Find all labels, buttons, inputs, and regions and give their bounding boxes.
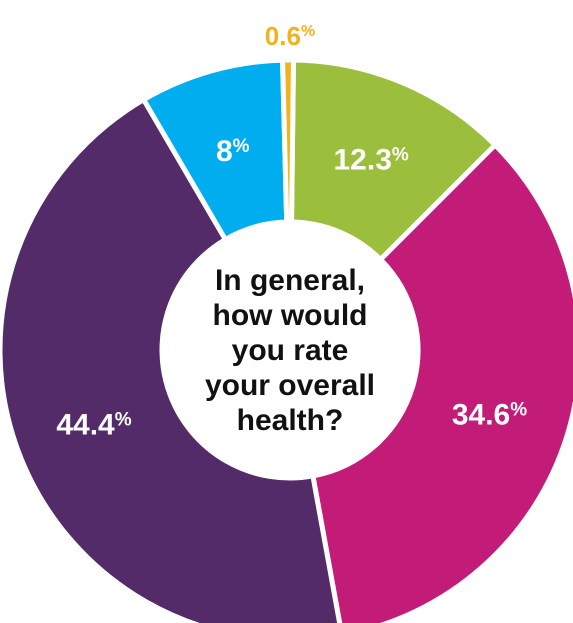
center-question: In general, how would you rate your overall… xyxy=(205,264,375,437)
slice-0-6 xyxy=(280,57,296,225)
slice-label-34-6: 34.6% xyxy=(452,398,527,431)
donut-hole xyxy=(162,222,418,478)
slice-unit: % xyxy=(392,144,409,165)
slice-label-8: 8% xyxy=(216,135,250,168)
slice-value: 12.3 xyxy=(334,143,392,176)
slice-label-12-3: 12.3% xyxy=(334,143,409,176)
slice-unit: % xyxy=(301,23,315,40)
slice-value: 34.6 xyxy=(452,398,510,431)
slice-unit: % xyxy=(233,136,250,157)
slice-labels-group: 12.3%34.6%44.4%8%0.6% xyxy=(56,21,527,442)
slice-value: 0.6 xyxy=(265,21,301,51)
slice-unit: % xyxy=(510,399,527,420)
center-question-line: In general, xyxy=(215,264,365,297)
slice-value: 8 xyxy=(216,135,233,168)
slice-44-4 xyxy=(0,97,343,623)
center-question-line: your overall xyxy=(205,369,375,402)
slice-value: 44.4 xyxy=(56,409,115,442)
slice-label-0-6: 0.6% xyxy=(265,21,315,51)
center-question-line: you rate xyxy=(232,334,349,367)
center-question-line: how would xyxy=(213,299,368,332)
slice-label-44-4: 44.4% xyxy=(56,409,131,442)
slice-unit: % xyxy=(115,410,132,431)
slices-group xyxy=(0,57,573,623)
center-question-line: health? xyxy=(237,404,344,437)
